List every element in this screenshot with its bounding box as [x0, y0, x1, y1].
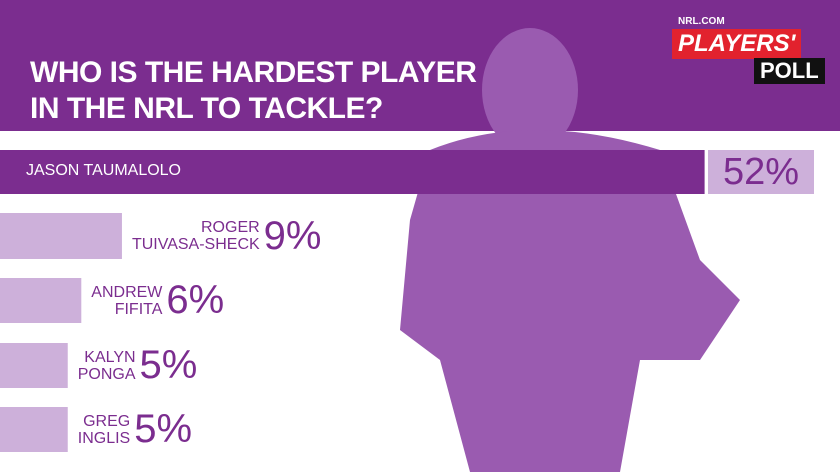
header-band [0, 0, 840, 131]
bar [0, 278, 82, 323]
bar [0, 407, 68, 452]
bar [0, 150, 705, 194]
bar [0, 213, 122, 259]
brand: NRL.COM [678, 16, 725, 27]
row-label: KALYN PONGA 5% [78, 341, 198, 390]
logo-top: PLAYERS' [672, 29, 802, 59]
logo-bottom: POLL [754, 58, 825, 84]
value-label: 5% [134, 407, 193, 451]
value-label: 9% [263, 213, 322, 258]
category-label: KALYN PONGA [77, 348, 136, 383]
row-label: ROGER TUIVASA-SHECK 9% [132, 211, 322, 261]
row-label: ANDREW FIFITA 6% [91, 276, 224, 325]
category-label: ROGER TUIVASA-SHECK [131, 219, 260, 253]
value-label: 52% [708, 150, 814, 194]
value-label: 5% [139, 343, 198, 387]
bar [0, 343, 68, 388]
player-photo [400, 28, 740, 472]
category-label: JASON TAUMALOLO [26, 162, 181, 179]
category-label: GREG INGLIS [77, 412, 131, 447]
category-label: ANDREW FIFITA [91, 283, 163, 318]
row-label: GREG INGLIS 5% [78, 405, 192, 454]
chart-title: WHO IS THE HARDEST PLAYER IN THE NRL TO … [30, 56, 477, 125]
value-label: 6% [166, 278, 225, 322]
